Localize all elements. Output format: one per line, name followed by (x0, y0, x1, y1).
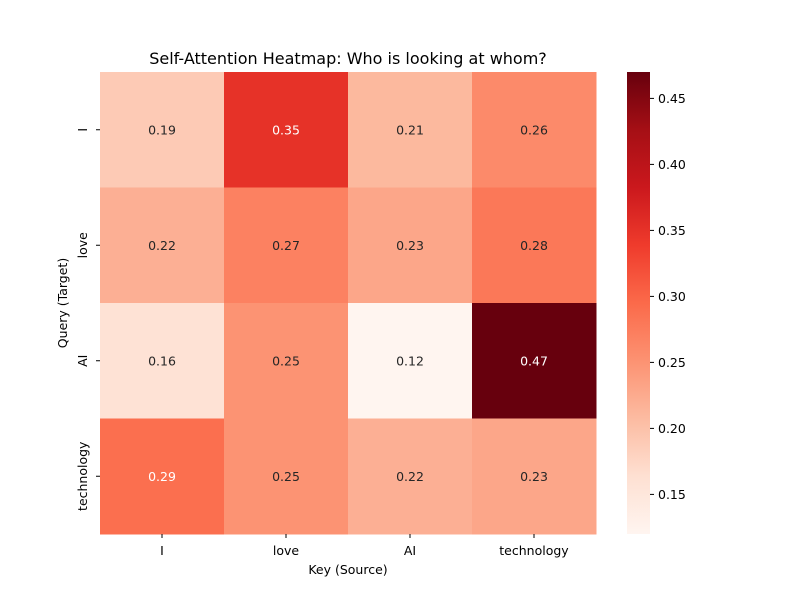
colorbar-tick-label: 0.40 (658, 157, 686, 172)
colorbar-ticks: 0.15 0.20 0.25 0.30 0.35 0.40 0.45 (650, 91, 686, 502)
heatmap-cell (100, 72, 225, 188)
cell-value-label: 0.47 (520, 353, 548, 368)
heatmap-cell (100, 418, 225, 535)
cell-value-label: 0.25 (272, 353, 300, 368)
cell-value-label: 0.12 (396, 353, 424, 368)
cell-value-label: 0.23 (520, 469, 548, 484)
heatmap-cell (348, 303, 473, 419)
colorbar-tick-label: 0.30 (658, 289, 686, 304)
heatmap-cell (348, 72, 473, 188)
colorbar-tick-label: 0.35 (658, 223, 686, 238)
cell-value-label: 0.25 (272, 469, 300, 484)
colorbar-tick-label: 0.25 (658, 355, 686, 370)
heatmap-cell (100, 303, 225, 419)
x-tick-label: technology (499, 543, 569, 558)
colorbar-tick-label: 0.45 (658, 91, 686, 106)
heatmap-cell (224, 187, 349, 304)
cell-value-label: 0.35 (272, 122, 300, 137)
chart-title: Self-Attention Heatmap: Who is looking a… (149, 49, 547, 68)
colorbar-tick-label: 0.15 (658, 487, 686, 502)
heatmap-cell (472, 418, 597, 535)
x-axis-label: Key (Source) (308, 562, 387, 577)
y-axis-label: Query (Target) (55, 258, 70, 348)
cell-value-label: 0.26 (520, 122, 548, 137)
cell-value-label: 0.27 (272, 238, 300, 253)
colorbar-tick-label: 0.20 (658, 421, 686, 436)
cell-value-label: 0.23 (396, 238, 424, 253)
colorbar (627, 72, 650, 534)
x-tick-label: AI (404, 543, 416, 558)
y-tick-label: love (75, 232, 90, 259)
cell-value-label: 0.28 (520, 238, 548, 253)
y-tick-label: AI (75, 355, 90, 367)
cell-value-label: 0.19 (148, 122, 176, 137)
cell-value-label: 0.29 (148, 469, 176, 484)
heatmap-cell (348, 418, 473, 535)
cell-value-label: 0.21 (396, 122, 424, 137)
heatmap-cell (472, 72, 597, 188)
x-tick-label: love (273, 543, 300, 558)
cell-value-label: 0.22 (396, 469, 424, 484)
y-tick-label: I (75, 128, 90, 132)
heatmap-cell (348, 187, 473, 304)
heatmap-cells (100, 72, 597, 535)
y-tick-label: technology (75, 441, 90, 511)
heatmap-cell (224, 303, 349, 419)
heatmap-cell (224, 72, 349, 188)
heatmap-cell (100, 187, 225, 304)
heatmap-cell (472, 303, 597, 419)
cell-value-label: 0.22 (148, 238, 176, 253)
cell-value-label: 0.16 (148, 353, 176, 368)
heatmap-cell (472, 187, 597, 304)
heatmap-cell-labels: 0.19 0.35 0.21 0.26 0.22 0.27 0.23 0.28 0.16 0.25… (148, 122, 548, 484)
heatmap-cell (224, 418, 349, 535)
x-tick-label: I (160, 543, 164, 558)
